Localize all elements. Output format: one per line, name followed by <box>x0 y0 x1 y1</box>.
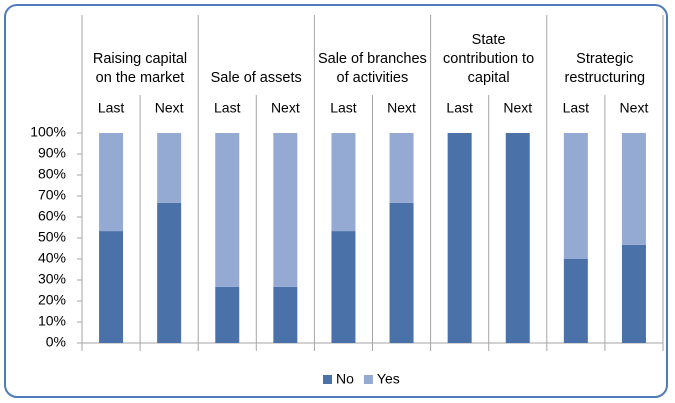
bar-segment <box>563 133 588 259</box>
x-tick-label: Next <box>620 100 649 116</box>
bar-segment <box>331 133 356 232</box>
x-tick-label: Last <box>214 100 241 116</box>
group-label-box: Raising capital on the market <box>92 51 188 86</box>
y-tick-label: 100% <box>30 124 66 140</box>
bar-segment <box>621 244 646 343</box>
y-tick-label: 20% <box>38 292 66 308</box>
y-tick-label: 30% <box>38 271 66 287</box>
bar-segment <box>621 133 646 245</box>
bar-segment <box>273 286 298 343</box>
y-tick-label: 10% <box>38 313 66 329</box>
group-label: State contribution to capital <box>443 32 535 86</box>
group-label: Raising capital on the market <box>92 51 188 86</box>
group-label: Sale of branches of activities <box>317 51 427 86</box>
group-label-box: Strategic restructuring <box>564 51 646 86</box>
x-tick-label: Last <box>98 100 125 116</box>
bar-segment <box>273 133 298 287</box>
group-label: Sale of assets <box>210 70 302 86</box>
group-label-box: Sale of branches of activities <box>317 51 427 86</box>
x-tick-label: Next <box>155 100 184 116</box>
bar-segment <box>157 202 182 343</box>
y-tick-label: 40% <box>38 250 66 266</box>
x-tick-label: Last <box>330 100 357 116</box>
bar-segment <box>447 133 472 343</box>
legend-label: No <box>336 371 354 387</box>
group-label: Strategic restructuring <box>564 51 646 86</box>
legend-swatch <box>323 375 332 384</box>
x-tick-label: Next <box>503 100 532 116</box>
y-tick-label: 70% <box>38 187 66 203</box>
y-tick-label: 50% <box>38 229 66 245</box>
legend-swatch <box>363 375 373 384</box>
legend-label: Yes <box>377 371 400 387</box>
bar-segment <box>157 133 182 203</box>
bar-segment <box>563 259 588 343</box>
bar-segment <box>505 133 530 343</box>
y-tick-label: 80% <box>38 166 66 182</box>
x-tick-label: Last <box>563 100 590 116</box>
bar-segment <box>389 202 414 343</box>
x-tick-label: Last <box>446 100 473 116</box>
bar-segment <box>99 133 124 232</box>
y-tick-label: 60% <box>38 208 66 224</box>
group-label-box: Sale of assets <box>210 70 302 86</box>
group-label-box: State contribution to capital <box>443 32 535 86</box>
bar-segment <box>215 133 240 287</box>
y-tick-label: 0% <box>46 334 66 350</box>
bar-segment <box>389 133 414 203</box>
x-tick-label: Next <box>387 100 416 116</box>
x-tick-label: Next <box>271 100 300 116</box>
bar-segment <box>215 286 240 343</box>
bar-segment <box>99 231 124 343</box>
bar-segment <box>331 231 356 343</box>
y-tick-label: 90% <box>38 145 66 161</box>
